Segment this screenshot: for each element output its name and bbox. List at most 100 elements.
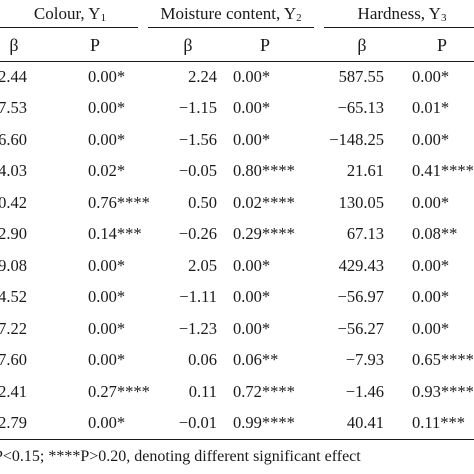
cell-moisture-p: 0.72**** [233, 381, 295, 401]
table-row: −0.42 0.76**** 0.50 0.02**** 130.05 0.00… [0, 187, 474, 219]
cell-moisture-beta: 0.06 [188, 350, 217, 370]
table-row: 49.08 0.00* 2.05 0.00* 429.43 0.00* [0, 250, 474, 282]
group-underline-hardness [324, 27, 474, 28]
cell-moisture-beta: −0.01 [178, 413, 217, 433]
cell-moisture-beta: −1.23 [178, 318, 217, 338]
cell-hardness-beta: 67.13 [346, 224, 384, 244]
cell-colour-beta: −7.60 [0, 350, 27, 370]
cell-moisture-p: 0.00* [233, 318, 271, 338]
cell-colour-p: 0.00* [88, 287, 126, 307]
table-bottom-rule [0, 439, 474, 440]
cell-moisture-beta: 0.11 [188, 381, 217, 401]
cell-moisture-beta: −1.15 [178, 98, 217, 118]
cell-colour-beta: 2.41 [0, 381, 27, 401]
cell-colour-p: 0.27**** [88, 381, 150, 401]
subheader-colour-p: P [89, 34, 100, 55]
cell-colour-beta: 12.79 [0, 413, 27, 433]
table-row: −4.03 0.02* −0.05 0.80**** 21.61 0.41***… [0, 156, 474, 188]
cell-moisture-p: 0.00* [233, 129, 271, 149]
cell-colour-p: 0.00* [88, 129, 126, 149]
table-row: −6.60 0.00* −1.56 0.00* −148.25 0.00* [0, 124, 474, 156]
table-row: 12.79 0.00* −0.01 0.99**** 40.41 0.11*** [0, 408, 474, 440]
header-bottom-rule [0, 61, 474, 62]
cell-moisture-p: 0.02**** [233, 192, 295, 212]
table-body: 52.44 0.00* 2.24 0.00* 587.55 0.00* −7.5… [0, 61, 474, 439]
cell-moisture-p: 0.00* [233, 98, 271, 118]
group-underline-colour [0, 27, 138, 28]
cell-moisture-p: 0.00* [233, 66, 271, 86]
cell-colour-p: 0.76**** [88, 192, 150, 212]
cell-hardness-beta: 429.43 [338, 255, 384, 275]
table-row: 14.52 0.00* −1.11 0.00* −56.97 0.00* [0, 282, 474, 314]
group-underline-moisture [148, 27, 314, 28]
cell-colour-p: 0.00* [88, 66, 126, 86]
table-footnote: *P<0.15; ****P>0.20, denoting different … [0, 448, 361, 465]
cell-hardness-p: 0.00* [412, 192, 450, 212]
cell-colour-p: 0.00* [88, 413, 126, 433]
cell-hardness-beta: 587.55 [338, 66, 384, 86]
cell-hardness-beta: 130.05 [338, 192, 384, 212]
cell-hardness-p: 0.41**** [412, 161, 474, 181]
cell-moisture-beta: −0.26 [178, 224, 217, 244]
cell-moisture-beta: 2.24 [188, 66, 217, 86]
cell-moisture-p: 0.00* [233, 287, 271, 307]
table-row: −7.60 0.00* 0.06 0.06** −7.93 0.65**** [0, 345, 474, 377]
cell-hardness-p: 0.00* [412, 129, 450, 149]
cell-moisture-beta: 2.05 [188, 255, 217, 275]
cell-hardness-beta: −148.25 [329, 129, 384, 149]
cell-hardness-p: 0.11*** [412, 413, 466, 433]
cell-hardness-beta: −7.93 [345, 350, 384, 370]
cell-colour-beta: −7.22 [0, 318, 27, 338]
subheader-moisture-beta: β [183, 34, 193, 55]
cell-moisture-beta: −1.11 [179, 287, 217, 307]
cell-moisture-p: 0.00* [233, 255, 271, 275]
cell-hardness-p: 0.00* [412, 318, 450, 338]
cell-colour-beta: −4.03 [0, 161, 27, 181]
cell-moisture-p: 0.06** [233, 350, 279, 370]
cell-colour-beta: −2.90 [0, 224, 27, 244]
cell-colour-beta: −6.60 [0, 129, 27, 149]
cell-moisture-p: 0.80**** [233, 161, 295, 181]
cell-colour-beta: 49.08 [0, 255, 27, 275]
cell-moisture-p: 0.99**** [233, 413, 295, 433]
cell-hardness-p: 0.08** [412, 224, 458, 244]
cell-colour-p: 0.00* [88, 318, 126, 338]
cell-hardness-p: 0.93**** [412, 381, 474, 401]
cell-colour-p: 0.00* [88, 255, 126, 275]
subheader-colour-beta: β [9, 34, 19, 55]
cell-colour-beta: 52.44 [0, 66, 27, 86]
cell-moisture-p: 0.29**** [233, 224, 295, 244]
cell-colour-p: 0.14*** [88, 224, 142, 244]
cell-colour-beta: −0.42 [0, 192, 27, 212]
cell-moisture-beta: −0.05 [178, 161, 217, 181]
cell-colour-beta: 14.52 [0, 287, 27, 307]
cell-hardness-p: 0.00* [412, 66, 450, 86]
table-row: −7.53 0.00* −1.15 0.00* −65.13 0.01* [0, 93, 474, 125]
cell-hardness-p: 0.00* [412, 255, 450, 275]
cell-hardness-p: 0.01* [412, 98, 450, 118]
cell-hardness-beta: 21.61 [346, 161, 384, 181]
subheader-hardness-p: P [436, 34, 447, 55]
table-row: −7.22 0.00* −1.23 0.00* −56.27 0.00* [0, 313, 474, 345]
cell-hardness-beta: −65.13 [337, 98, 384, 118]
cell-hardness-p: 0.00* [412, 287, 450, 307]
cell-colour-p: 0.00* [88, 98, 126, 118]
subheader-hardness-beta: β [357, 34, 367, 55]
cell-colour-beta: −7.53 [0, 98, 27, 118]
subheader-moisture-p: P [259, 34, 270, 55]
cell-hardness-beta: 40.41 [346, 413, 384, 433]
cell-moisture-beta: 0.50 [188, 192, 217, 212]
cell-moisture-beta: −1.56 [178, 129, 217, 149]
table-row: −2.90 0.14*** −0.26 0.29**** 67.13 0.08*… [0, 219, 474, 251]
table-row: 2.41 0.27**** 0.11 0.72**** −1.46 0.93**… [0, 376, 474, 408]
cell-hardness-beta: −1.46 [345, 381, 384, 401]
cell-colour-p: 0.00* [88, 350, 126, 370]
table-row: 52.44 0.00* 2.24 0.00* 587.55 0.00* [0, 61, 474, 93]
cell-colour-p: 0.02* [88, 161, 126, 181]
cell-hardness-p: 0.65**** [412, 350, 474, 370]
cell-hardness-beta: −56.27 [337, 318, 384, 338]
